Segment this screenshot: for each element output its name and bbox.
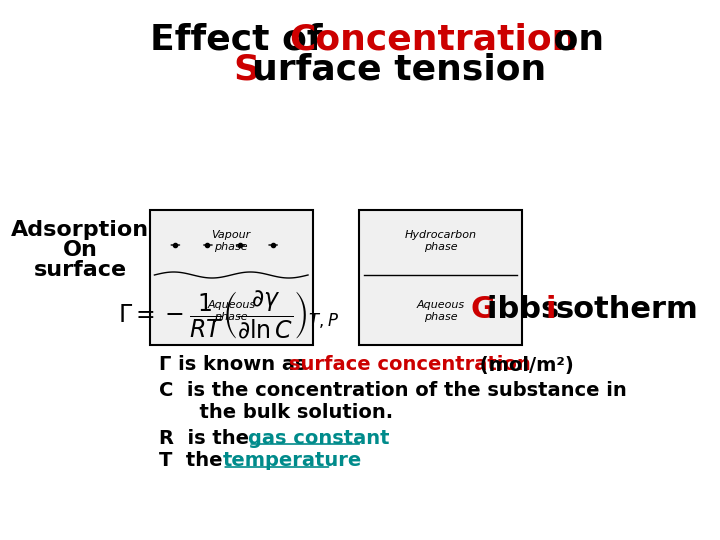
Text: i: i bbox=[545, 295, 556, 325]
Text: Concentration: Concentration bbox=[289, 23, 577, 57]
Text: Effect of: Effect of bbox=[150, 23, 335, 57]
Text: $\Gamma = -\dfrac{1}{RT}\left(\dfrac{\partial \gamma}{\partial \ln C}\right)_{T,: $\Gamma = -\dfrac{1}{RT}\left(\dfrac{\pa… bbox=[118, 289, 340, 341]
Text: (mol/m²): (mol/m²) bbox=[473, 355, 574, 375]
Text: On: On bbox=[63, 240, 97, 260]
Text: T  the: T the bbox=[159, 451, 230, 470]
Text: the bulk solution.: the bulk solution. bbox=[159, 403, 393, 422]
Text: gas constant: gas constant bbox=[248, 429, 390, 448]
Text: R  is the: R is the bbox=[159, 429, 256, 448]
Text: surface: surface bbox=[33, 260, 127, 280]
Text: sotherm: sotherm bbox=[556, 295, 698, 325]
Text: Γ is known as: Γ is known as bbox=[159, 355, 313, 375]
Text: G: G bbox=[471, 295, 496, 325]
Text: S: S bbox=[233, 53, 260, 87]
Text: Hydrocarbon
phase: Hydrocarbon phase bbox=[405, 230, 477, 252]
Text: on: on bbox=[541, 23, 604, 57]
FancyBboxPatch shape bbox=[150, 210, 312, 345]
Text: Vapour
phase: Vapour phase bbox=[212, 230, 251, 252]
Text: surface concentration: surface concentration bbox=[289, 355, 531, 375]
Text: Aqueous
phase: Aqueous phase bbox=[417, 300, 464, 322]
Text: C  is the concentration of the substance in: C is the concentration of the substance … bbox=[159, 381, 627, 400]
Text: urface tension: urface tension bbox=[252, 53, 546, 87]
Text: temperature: temperature bbox=[222, 451, 361, 470]
Text: Aqueous
phase: Aqueous phase bbox=[207, 300, 256, 322]
Text: ibbs: ibbs bbox=[487, 295, 570, 325]
FancyBboxPatch shape bbox=[359, 210, 522, 345]
Text: Adsorption: Adsorption bbox=[11, 220, 149, 240]
